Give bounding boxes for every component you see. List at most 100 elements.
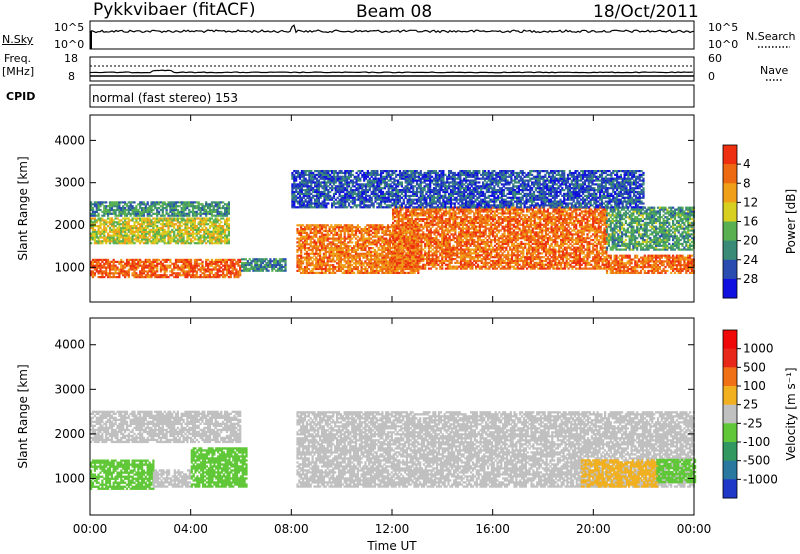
- cell: [319, 264, 322, 267]
- cell: [296, 241, 299, 244]
- cell: [302, 237, 305, 240]
- cell: [141, 264, 144, 267]
- cell: [349, 235, 352, 238]
- cell: [207, 266, 210, 269]
- cell: [381, 228, 384, 231]
- cell: [499, 237, 502, 240]
- cell: [93, 272, 96, 275]
- cell: [345, 245, 348, 248]
- cell: [404, 258, 407, 261]
- cell: [116, 230, 119, 233]
- freq-trace: [89, 69, 694, 74]
- cell: [401, 265, 404, 268]
- cell: [186, 264, 189, 267]
- cell: [412, 246, 415, 249]
- cell: [420, 252, 423, 255]
- cell: [224, 238, 227, 241]
- cell: [184, 228, 187, 231]
- cell: [122, 226, 125, 230]
- cell: [478, 229, 481, 232]
- cell: [371, 235, 375, 238]
- cell: [309, 248, 312, 252]
- cell: [476, 229, 480, 232]
- cell: [156, 226, 159, 230]
- cell: [141, 214, 144, 217]
- cell: [405, 244, 408, 247]
- cell: [154, 234, 157, 237]
- cell: [461, 259, 464, 263]
- cell: [163, 219, 166, 222]
- cell: [509, 227, 512, 230]
- cell: [476, 242, 480, 245]
- cell: [420, 250, 423, 253]
- cell: [486, 227, 489, 230]
- cell: [324, 256, 327, 259]
- cell: [497, 256, 500, 259]
- cell: [324, 269, 327, 272]
- cell: [370, 254, 373, 257]
- cell: [418, 252, 421, 255]
- cell: [427, 256, 431, 259]
- cell: [208, 234, 212, 237]
- cell: [207, 232, 210, 235]
- cell: [99, 217, 102, 220]
- cell: [392, 233, 395, 236]
- cell: [426, 218, 429, 221]
- cell: [105, 212, 108, 215]
- cell: [476, 265, 480, 268]
- cell: [197, 262, 200, 265]
- cell: [471, 267, 474, 270]
- cell: [205, 205, 208, 208]
- cell: [309, 226, 312, 229]
- cell: [141, 260, 144, 263]
- cell: [475, 233, 478, 236]
- cell: [212, 232, 215, 235]
- cell: [431, 258, 434, 261]
- cell: [463, 244, 466, 247]
- cell: [124, 232, 127, 235]
- cell: [171, 228, 174, 231]
- cell: [315, 241, 318, 244]
- cell: [501, 212, 504, 215]
- cell: [501, 208, 504, 211]
- cell: [420, 259, 423, 263]
- cell: [424, 237, 427, 240]
- cell: [427, 223, 431, 226]
- cell: [317, 248, 320, 252]
- cell: [108, 223, 112, 226]
- cell: [409, 269, 412, 272]
- cell: [216, 219, 219, 222]
- cell: [313, 243, 316, 246]
- cell: [216, 272, 219, 275]
- cell: [296, 237, 299, 240]
- cell: [495, 242, 498, 245]
- cell: [193, 219, 196, 222]
- cell: [358, 226, 361, 229]
- cell: [480, 265, 483, 268]
- cell: [320, 241, 324, 244]
- nave-tick-top: 60: [708, 52, 722, 65]
- cell: [509, 239, 512, 242]
- cell: [216, 260, 219, 263]
- cell: [412, 259, 415, 263]
- cell: [452, 258, 455, 261]
- cell: [399, 219, 402, 223]
- cell: [161, 203, 164, 206]
- cell: [435, 240, 438, 244]
- cell: [418, 212, 421, 215]
- cell: [127, 210, 130, 213]
- cell: [124, 236, 127, 239]
- cell: [127, 240, 130, 243]
- cell: [112, 210, 115, 213]
- cell: [364, 237, 367, 240]
- cell: [225, 214, 229, 217]
- cell: [412, 233, 415, 236]
- cell: [101, 274, 104, 277]
- cell: [427, 240, 431, 244]
- cell: [404, 243, 407, 246]
- cell: [163, 238, 166, 241]
- cell: [405, 248, 408, 252]
- cell: [499, 244, 502, 247]
- cell: [112, 234, 115, 237]
- cell: [501, 240, 504, 244]
